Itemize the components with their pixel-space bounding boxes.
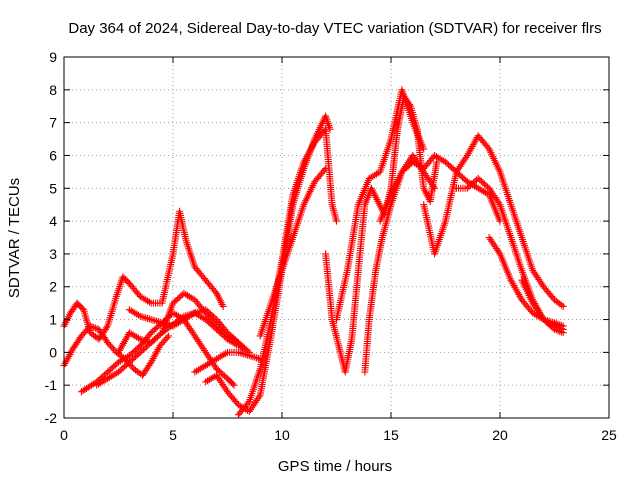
data-point [420,145,428,153]
y-tick-label: 2 [49,279,57,295]
data-point [107,342,115,350]
y-tick-label: 9 [49,49,57,65]
plot-frame [63,56,610,419]
data-point [557,321,565,329]
y-tick-label: 5 [49,180,57,196]
data-points [60,86,567,419]
y-tick-label: 6 [49,147,57,163]
series-sat-f [125,306,242,350]
data-point [230,381,238,389]
data-point [162,335,170,343]
x-tick-label: 25 [601,427,617,443]
data-point [146,330,154,338]
data-point [552,326,560,334]
series-sat-j [256,165,330,340]
data-point [80,329,88,337]
data-point [320,166,328,174]
data-point [549,294,557,302]
x-tick-label: 10 [274,427,290,443]
data-point [556,327,564,335]
data-point [219,302,227,310]
axis-ticks: 0 5 10 15 20 25 -2 -1 0 1 2 3 4 5 6 7 8 9 [45,49,617,443]
y-tick-label: 7 [49,115,57,131]
data-point [229,380,237,388]
data-point [211,288,219,296]
data-point [90,323,98,331]
data-point [79,330,87,338]
data-point [128,363,136,371]
data-point [325,123,333,131]
data-point [135,343,143,351]
data-point [554,320,562,328]
x-tick-label: 15 [383,427,399,443]
data-point [103,324,111,332]
x-tick-label: 5 [169,427,177,443]
x-tick-label: 0 [60,427,68,443]
y-tick-label: 0 [49,344,57,360]
data-point [159,339,167,347]
data-point [551,319,558,327]
data-point [556,321,564,329]
data-point [559,302,567,310]
series-sat-k [322,92,441,376]
data-point [88,323,96,331]
y-tick-label: -2 [45,410,58,426]
data-point [83,325,91,333]
data-point [109,345,117,353]
data-point [165,332,173,340]
data-point [157,340,165,348]
y-tick-label: -1 [45,377,58,393]
data-point [86,322,94,330]
series-sat-r [518,276,567,337]
chart-title: Day 364 of 2024, Sidereal Day-to-day VTE… [68,20,601,37]
y-tick-label: 8 [49,82,57,98]
y-tick-label: 4 [49,213,57,229]
data-point [333,217,340,225]
data-point [104,339,112,347]
series-sat-l [333,86,428,324]
data-point [105,340,113,348]
data-point [557,301,565,309]
series-sat-a [60,207,227,343]
data-point [234,342,242,350]
data-point [108,343,116,351]
data-point [557,328,565,336]
data-point [77,332,85,340]
data-point [82,327,90,335]
data-point [244,399,252,407]
data-point [160,337,168,345]
x-tick-label: 20 [492,427,508,443]
data-point [163,334,171,342]
data-point [484,143,492,151]
y-tick-label: 1 [49,312,57,328]
data-point [559,329,567,337]
data-point [551,325,558,333]
series-sat-m [361,151,439,376]
series-sat-g [191,348,264,376]
data-point [559,322,567,330]
series-sat-o [420,132,567,310]
y-tick-label: 3 [49,246,57,262]
data-point [322,165,330,173]
grid-lines [64,57,609,418]
data-point [431,184,439,192]
series-sat-h [202,112,334,415]
series-sat-b [60,322,173,379]
data-point [552,319,560,327]
y-axis-label: SDTVAR / TECUs [6,178,23,298]
data-point [156,342,164,350]
x-axis-label: GPS time / hours [278,458,392,475]
data-point [554,327,562,335]
data-point [91,324,99,332]
